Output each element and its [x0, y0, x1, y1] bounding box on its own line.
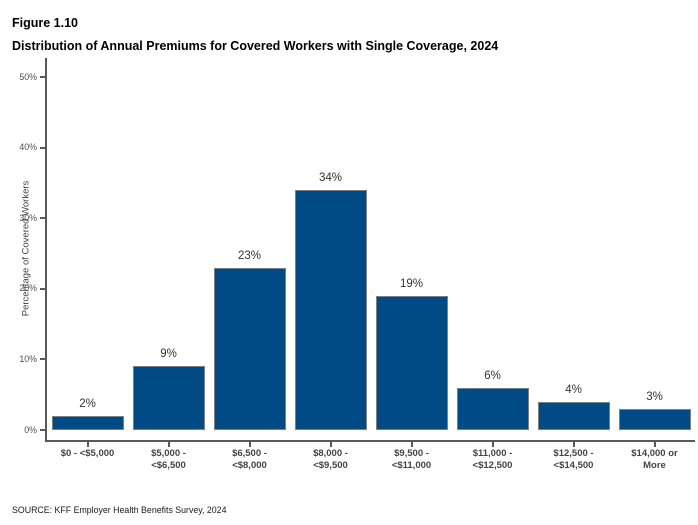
y-axis-title: Percentage of Covered Workers — [20, 180, 32, 317]
bar — [132, 366, 205, 430]
bar-value-label: 19% — [399, 278, 424, 290]
bar-value-label: 2% — [79, 398, 96, 410]
y-tick-mark — [40, 358, 45, 361]
x-tick-mark — [329, 442, 332, 447]
x-category-label: $14,000 or More — [631, 448, 678, 472]
x-axis-line — [45, 440, 695, 442]
bar-value-label: 3% — [646, 391, 663, 403]
y-tick-mark — [40, 146, 45, 149]
bar-value-label: 4% — [565, 384, 582, 396]
x-category-label: $6,500 - <$8,000 — [232, 448, 267, 472]
y-tick-label: 20% — [19, 283, 37, 294]
chart-title: Distribution of Annual Premiums for Cove… — [12, 39, 499, 53]
x-category-label: $8,000 - <$9,500 — [313, 448, 348, 472]
source-note: SOURCE: KFF Employer Health Benefits Sur… — [12, 505, 227, 515]
bar — [618, 409, 691, 430]
bar — [294, 190, 367, 430]
y-tick-label: 30% — [19, 212, 37, 223]
bar — [456, 388, 529, 430]
bar-value-label: 34% — [318, 172, 343, 184]
y-tick-mark — [40, 429, 45, 431]
y-tick-label: 40% — [19, 142, 37, 153]
bar-value-label: 6% — [484, 370, 501, 382]
x-category-label: $0 - <$5,000 — [60, 448, 115, 459]
bar — [213, 268, 286, 430]
bar-value-label: 9% — [160, 348, 177, 360]
x-category-label: $12,500 - <$14,500 — [553, 448, 594, 472]
x-tick-mark — [572, 442, 575, 447]
y-tick-label: 10% — [19, 353, 37, 364]
x-tick-mark — [167, 442, 170, 447]
x-tick-mark — [248, 442, 251, 447]
y-tick-mark — [40, 217, 45, 220]
x-tick-mark — [410, 442, 413, 447]
x-tick-mark — [86, 442, 89, 447]
figure-number-label: Figure 1.10 — [12, 16, 78, 30]
y-tick-mark — [40, 76, 45, 78]
x-category-label: $9,500 - <$11,000 — [391, 448, 432, 472]
y-axis-line — [45, 58, 47, 442]
bar — [375, 296, 448, 430]
bar — [537, 402, 610, 430]
y-tick-label: 50% — [19, 71, 37, 82]
bar — [51, 416, 124, 430]
bar-value-label: 23% — [237, 250, 262, 262]
x-tick-mark — [491, 442, 494, 447]
y-tick-mark — [40, 287, 45, 290]
x-category-label: $5,000 - <$6,500 — [151, 448, 186, 472]
y-tick-label: 0% — [24, 424, 37, 435]
x-category-label: $11,000 - <$12,500 — [472, 448, 513, 472]
x-tick-mark — [653, 442, 656, 447]
